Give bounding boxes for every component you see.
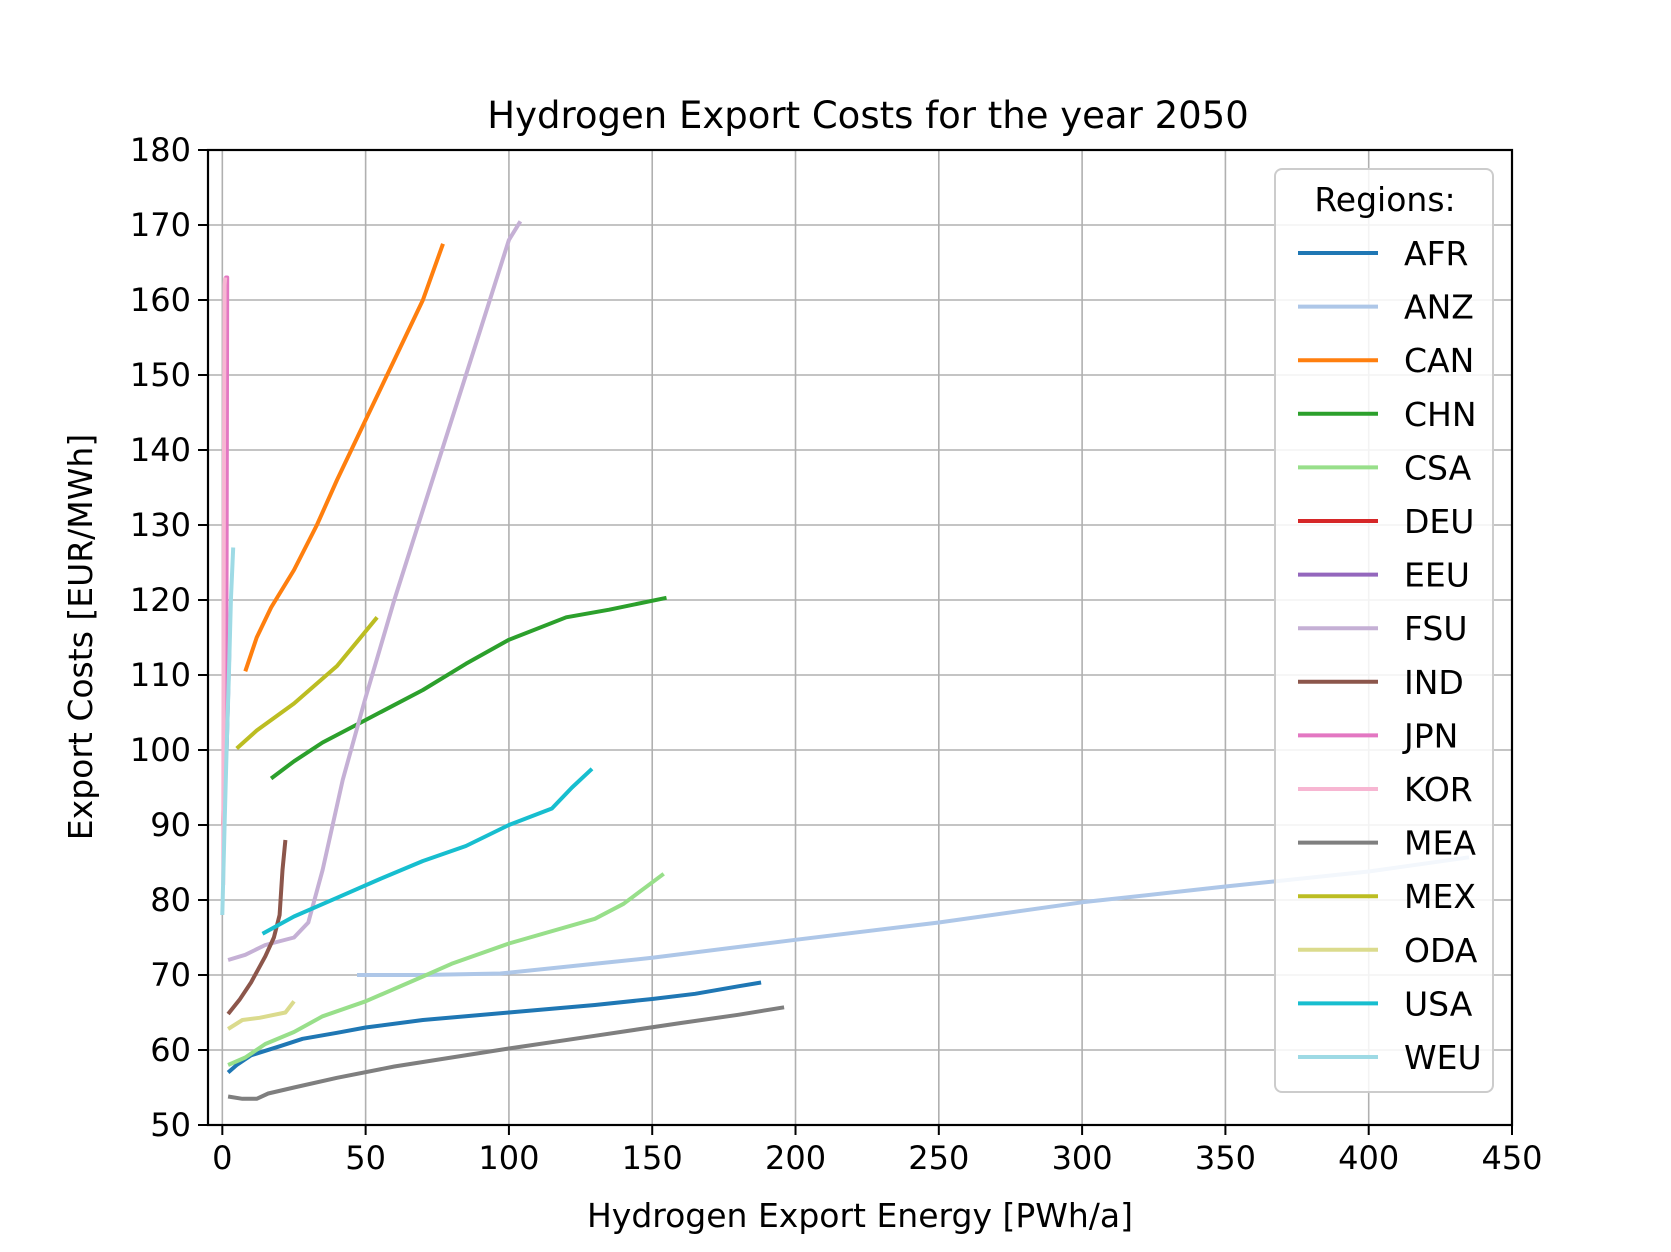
- legend: Regions: AFR ANZ CAN CHN CSA DEU EEU FSU IND JPN K…: [1274, 168, 1494, 1093]
- legend-label-oda: ODA: [1404, 931, 1478, 970]
- x-tick-label: 50: [345, 1139, 386, 1177]
- legend-label-fsu: FSU: [1404, 609, 1468, 648]
- series-line-csa: [227, 872, 665, 1067]
- legend-label-usa: USA: [1404, 984, 1473, 1023]
- series-line-usa: [261, 767, 594, 936]
- legend-label-mex: MEX: [1404, 877, 1476, 916]
- legend-label-jpn: JPN: [1402, 716, 1458, 755]
- legend-label-eeu: EEU: [1404, 556, 1470, 595]
- series-line-chn: [269, 595, 667, 781]
- legend-label-csa: CSA: [1404, 448, 1472, 487]
- y-tick-label: 160: [130, 281, 191, 319]
- y-tick-label: 80: [150, 881, 191, 919]
- y-tick-label: 150: [130, 356, 191, 394]
- legend-label-weu: WEU: [1404, 1038, 1482, 1077]
- y-tick-label: 100: [130, 731, 191, 769]
- series-line-ind: [226, 839, 288, 1016]
- legend-label-ind: IND: [1404, 663, 1464, 702]
- x-tick-label: 250: [908, 1139, 969, 1177]
- series-line-kor: [221, 277, 228, 886]
- series-line-mex: [235, 616, 379, 750]
- y-tick-label: 120: [130, 581, 191, 619]
- series-line-anz: [357, 855, 1470, 977]
- y-tick-label: 110: [130, 656, 191, 694]
- x-tick-label: 350: [1195, 1139, 1256, 1177]
- plot-series: [220, 220, 1470, 1101]
- plot-frame: [206, 148, 1514, 1127]
- x-tick-label: 450: [1481, 1139, 1542, 1177]
- y-tick-label: 140: [130, 431, 191, 469]
- series-line-afr: [226, 980, 762, 1075]
- legend-entries: AFR ANZ CAN CHN CSA DEU EEU FSU IND JPN KOR MEA MEX O…: [1298, 234, 1482, 1077]
- legend-label-chn: CHN: [1404, 395, 1477, 434]
- legend-label-afr: AFR: [1404, 234, 1469, 273]
- legend-label-kor: KOR: [1404, 770, 1473, 809]
- x-tick-label: 0: [212, 1139, 232, 1177]
- legend-box: [1274, 168, 1494, 1093]
- legend-label-can: CAN: [1404, 341, 1474, 380]
- series-line-mea: [227, 1005, 785, 1101]
- y-axis-label: Export Costs [EUR/MWh]: [61, 434, 100, 840]
- legend-label-anz: ANZ: [1404, 288, 1474, 327]
- y-tick-label: 50: [150, 1106, 191, 1144]
- y-tick-label: 180: [130, 131, 191, 169]
- series-line-oda: [227, 1000, 296, 1031]
- legend-label-deu: DEU: [1404, 502, 1474, 541]
- x-tick-label: 100: [478, 1139, 539, 1177]
- series-line-weu: [220, 547, 236, 916]
- axis-ticks: 0 50 100 150 200 250 300 350 400 450 50 60 70 80 90 100…: [130, 131, 1543, 1177]
- x-tick-label: 150: [622, 1139, 683, 1177]
- legend-title: Regions:: [1314, 180, 1455, 219]
- x-tick-label: 200: [765, 1139, 826, 1177]
- y-tick-label: 70: [150, 956, 191, 994]
- y-tick-label: 130: [130, 506, 191, 544]
- y-tick-label: 60: [150, 1031, 191, 1069]
- legend-label-mea: MEA: [1404, 824, 1476, 863]
- series-line-can: [243, 243, 445, 672]
- y-tick-label: 90: [150, 806, 191, 844]
- chart-title: Hydrogen Export Costs for the year 2050: [487, 94, 1248, 137]
- x-tick-label: 400: [1338, 1139, 1399, 1177]
- y-tick-label: 170: [130, 206, 191, 244]
- x-tick-label: 300: [1052, 1139, 1113, 1177]
- x-axis-label: Hydrogen Export Energy [PWh/a]: [587, 1196, 1133, 1235]
